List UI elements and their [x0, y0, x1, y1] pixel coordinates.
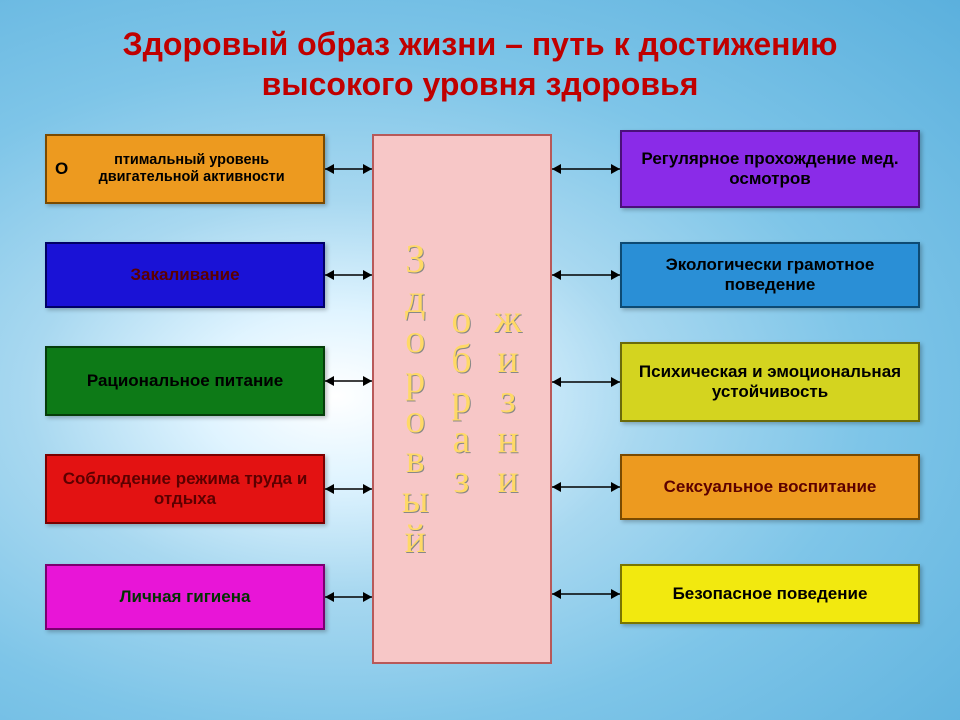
- left-box: Рациональное питание: [45, 346, 325, 416]
- left-box: Оптимальный уровень двигательной активно…: [45, 134, 325, 204]
- left-box: Личная гигиена: [45, 564, 325, 630]
- title-text: Здоровый образ жизни – путь к достижению…: [123, 26, 838, 102]
- right-box: Психическая и эмоциональная устойчивость: [620, 342, 920, 422]
- central-word: образ: [451, 299, 472, 499]
- right-box: Безопасное поведение: [620, 564, 920, 624]
- central-panel: Здоровый образ жизни: [372, 134, 552, 664]
- central-word: Здоровый: [402, 239, 429, 559]
- page-title: Здоровый образ жизни – путь к достижению…: [0, 0, 960, 114]
- left-box: Соблюдение режима труда и отдыха: [45, 454, 325, 524]
- diagram-stage: Здоровый образ жизни Оптимальный уровень д…: [0, 114, 960, 684]
- left-box: Закаливание: [45, 242, 325, 308]
- right-box: Регулярное прохождение мед. осмотров: [620, 130, 920, 208]
- right-box: Экологически грамотное поведение: [620, 242, 920, 308]
- central-word: жизни: [494, 299, 522, 499]
- right-box: Сексуальное воспитание: [620, 454, 920, 520]
